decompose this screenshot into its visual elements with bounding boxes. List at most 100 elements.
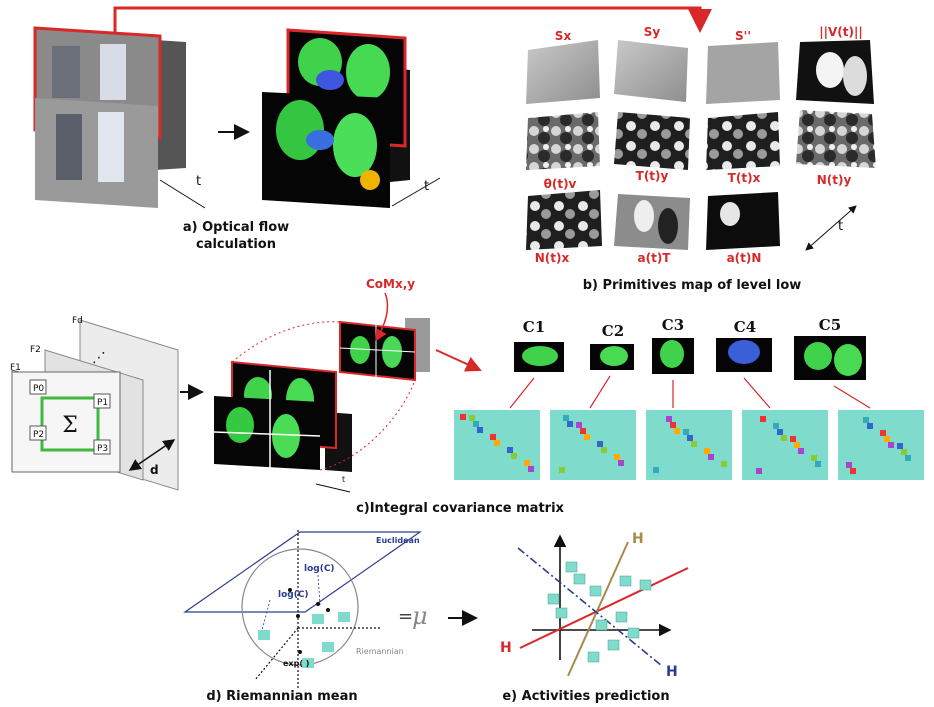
corner-p2-box — [29, 425, 47, 441]
riemannian-manifold — [241, 548, 359, 666]
primitive-map-theta — [526, 112, 600, 170]
zoom-guide — [319, 379, 416, 471]
matrix-thumb — [322, 642, 334, 652]
matrix-cell — [507, 447, 513, 453]
component-label-c2: C2 — [602, 322, 624, 340]
matrix-cell — [888, 442, 894, 448]
matrix-cell — [773, 423, 779, 429]
matrix-cell — [473, 421, 479, 427]
sample-thumbnail — [607, 639, 620, 651]
matrix-cell — [477, 427, 483, 433]
frame-label-f1: F1 — [10, 363, 21, 373]
matrix-cell — [798, 448, 804, 454]
riemannian-label: Riemannian — [356, 647, 404, 656]
flow-blob — [834, 344, 862, 376]
connector-line — [509, 377, 535, 409]
panel-e-activities-prediction: H H H e) Activities prediction — [500, 531, 689, 704]
matrix-cell — [601, 447, 607, 453]
primitive-highlight — [843, 56, 867, 96]
frame-label-f2: F2 — [30, 345, 41, 355]
integral-region — [40, 396, 100, 452]
flow-blob — [306, 130, 334, 150]
sample-thumbnails — [547, 561, 652, 663]
data-point — [288, 588, 292, 592]
time-label-a-right: t — [424, 179, 429, 194]
time-axis-b — [805, 205, 857, 251]
frame-label-fd: Fd — [72, 316, 83, 326]
corner-p1: P1 — [97, 398, 108, 408]
primitive-highlight — [658, 208, 678, 244]
caption-a-line2: calculation — [196, 237, 276, 252]
matrix-cell — [528, 466, 534, 472]
panel-c-integral-covariance: Σ P0 P1 P2 P3 F1 F2 Fd ⋰ d t — [10, 277, 924, 516]
matrix-cell — [666, 416, 672, 422]
matrix-cell — [670, 422, 676, 428]
exp-label: exp( ) — [283, 659, 309, 668]
red-connector-arrow — [113, 6, 712, 38]
matrix-cell — [460, 414, 466, 420]
person-silhouette — [98, 112, 124, 182]
mu-symbol: μ — [412, 602, 428, 630]
matrix-cell — [511, 453, 517, 459]
flow-blob — [600, 346, 628, 366]
data-point — [298, 650, 302, 654]
primitive-label-nx: N(t)x — [535, 251, 570, 265]
time-axis-c — [315, 483, 351, 493]
matrix-cell — [687, 435, 693, 441]
sample-thumbnail — [627, 627, 640, 639]
component-label-c1: C1 — [523, 318, 545, 336]
matrix-cell — [683, 429, 689, 435]
matrix-cell — [563, 415, 569, 421]
primitive-highlight — [634, 200, 654, 232]
ellipsis-dots: ⋰ — [92, 350, 106, 366]
log-map-line — [317, 574, 321, 606]
matrix-cell — [597, 441, 603, 447]
matrix-cell — [811, 455, 817, 461]
flow-blob — [316, 70, 344, 90]
corner-p3-box — [93, 439, 111, 455]
axis-depth — [254, 627, 299, 681]
corner-p2: P2 — [33, 430, 44, 440]
primitive-map-ty — [614, 112, 690, 170]
panel-d-riemannian-mean: Euclidean Riemannian log(C) log(C) exp( … — [183, 530, 478, 704]
depth-label: d — [150, 463, 159, 477]
primitive-label-ny: N(t)y — [817, 173, 852, 187]
person-silhouette — [100, 44, 126, 100]
zoom-guide — [231, 321, 341, 363]
matrix-cell — [580, 428, 586, 434]
person-silhouette — [52, 46, 80, 98]
matrix-cell — [901, 449, 907, 455]
flow-blob — [660, 340, 684, 368]
sample-thumbnail — [555, 607, 568, 619]
euclidean-label: Euclidean — [376, 536, 420, 545]
primitive-label-sy: Sy — [644, 25, 661, 39]
primitive-map-tx — [706, 112, 780, 170]
matrix-cell — [674, 428, 680, 434]
matrix-thumb — [312, 614, 324, 624]
matrix-cell — [850, 468, 856, 474]
matrix-cell — [884, 436, 890, 442]
matrix-cell — [584, 434, 590, 440]
depth-axis — [128, 439, 176, 471]
time-label-a-left: t — [196, 174, 201, 189]
covariance-matrices — [454, 410, 924, 480]
matrix-thumb — [258, 630, 270, 640]
primitive-map-s2 — [706, 42, 780, 104]
matrix-cell — [567, 421, 573, 427]
h-label-left: H — [500, 640, 512, 656]
matrix-cell — [777, 429, 783, 435]
corner-p0: P0 — [33, 384, 44, 394]
caption-b: b) Primitives map of level low — [583, 278, 802, 293]
panel-a-optical-flow: t t a) Optical flow calculation — [33, 6, 712, 252]
flow-blob — [360, 170, 380, 190]
h-label-right: H — [666, 664, 678, 680]
corner-p3: P3 — [97, 444, 108, 454]
hyperplane-tan — [567, 541, 629, 677]
time-label-b: t — [838, 219, 843, 234]
matrix-cell — [708, 454, 714, 460]
primitive-label-ty: T(t)y — [636, 169, 669, 183]
matrix-cell — [576, 422, 582, 428]
video-frame-front — [35, 98, 158, 208]
primitive-map-ny — [796, 110, 876, 168]
